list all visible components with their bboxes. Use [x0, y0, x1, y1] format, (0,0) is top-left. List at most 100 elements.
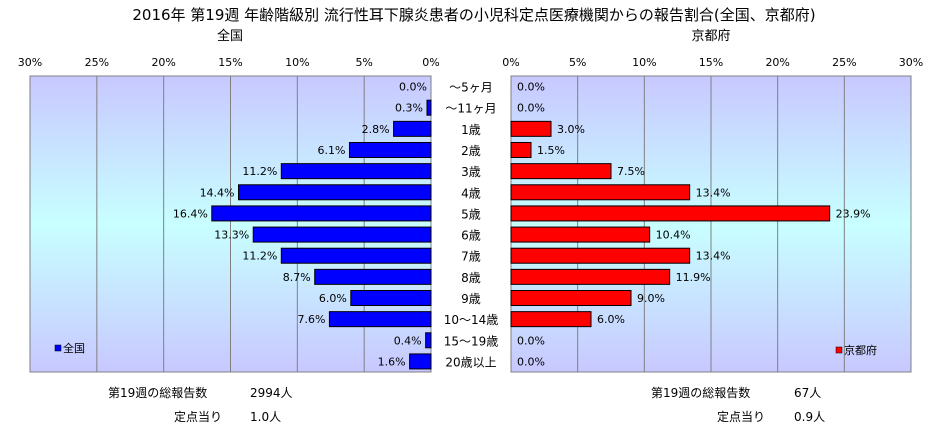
- chart-title: 2016年 第19週 年齢階級別 流行性耳下腺炎患者の小児科定点医療機関からの報…: [132, 6, 815, 24]
- national-bar: [350, 290, 432, 306]
- left-x-tick-label: 15%: [218, 56, 242, 69]
- right-x-tick-label: 0%: [502, 56, 519, 69]
- kyoto-data-label: 0.0%: [517, 102, 545, 115]
- national-data-label: 0.3%: [395, 102, 423, 115]
- kyoto-data-label: 7.5%: [617, 165, 645, 178]
- kyoto-data-label: 13.4%: [696, 250, 731, 263]
- kyoto-data-label: 10.4%: [656, 229, 691, 242]
- right-x-tick-label: 15%: [699, 56, 723, 69]
- kyoto-legend-label: 京都府: [844, 343, 877, 357]
- left-panel-title: 全国: [217, 28, 243, 44]
- kyoto-data-label: 6.0%: [597, 313, 625, 326]
- category-label: 8歳: [461, 271, 481, 285]
- kyoto-bar: [510, 290, 632, 306]
- national-per-value: 1.0人: [250, 410, 281, 424]
- kyoto-bar: [510, 205, 831, 222]
- kyoto-per-label: 定点当り: [717, 409, 765, 424]
- left-x-tick-label: 5%: [355, 56, 372, 69]
- kyoto-data-label: 0.0%: [517, 81, 545, 94]
- kyoto-bar: [510, 268, 671, 285]
- kyoto-summary: 第19週の総報告数 67人 定点当り 0.9人: [651, 385, 825, 424]
- national-data-label: 6.0%: [319, 292, 347, 305]
- kyoto-data-label: 0.0%: [517, 355, 545, 368]
- category-label: ～11ヶ月: [445, 102, 496, 116]
- kyoto-data-label: 13.4%: [696, 186, 731, 199]
- category-label: 2歳: [461, 144, 481, 158]
- right-x-tick-label: 25%: [832, 56, 856, 69]
- category-label: 1歳: [461, 123, 481, 137]
- national-series: 0.0% 0.3% 2.8% 6.1% 11.2% 14.4% 16.4% 13.3% 11.2…: [173, 81, 432, 370]
- right-x-tick-label: 10%: [632, 56, 656, 69]
- kyoto-data-label: 0.0%: [517, 334, 545, 347]
- kyoto-data-label: 11.9%: [676, 271, 711, 284]
- national-bar: [426, 99, 432, 116]
- national-bar: [280, 247, 432, 264]
- kyoto-legend-swatch: [835, 346, 843, 354]
- category-label: ～5ヶ月: [449, 81, 493, 95]
- national-bar: [425, 332, 432, 349]
- left-x-tick-label: 30%: [18, 56, 42, 69]
- category-label: 7歳: [461, 250, 481, 264]
- kyoto-data-label: 3.0%: [557, 123, 585, 136]
- kyoto-series: 0.0% 0.0% 3.0% 1.5% 7.5% 13.4% 23.9% 10.4% 13.4%…: [510, 81, 871, 368]
- national-bar: [314, 268, 432, 285]
- category-label: 3歳: [461, 165, 481, 179]
- national-legend-swatch: [54, 344, 62, 352]
- national-data-label: 0.4%: [394, 334, 422, 347]
- national-bar: [348, 142, 432, 158]
- right-x-axis: 0% 5% 10% 15% 20% 25% 30%: [502, 56, 923, 69]
- left-x-tick-label: 10%: [285, 56, 309, 69]
- category-labels: ～5ヶ月 ～11ヶ月 1歳 2歳 3歳 4歳 5歳 6歳 7歳 8歳 9歳 10～14歳 15～19歳 2…: [444, 81, 499, 370]
- national-total-value: 2994人: [250, 386, 293, 400]
- kyoto-bar: [510, 184, 691, 201]
- kyoto-bar: [510, 120, 552, 137]
- category-label: 10～14歳: [444, 313, 499, 327]
- national-data-label: 11.2%: [242, 250, 277, 263]
- category-label: 20歳以上: [445, 355, 496, 369]
- kyoto-total-value: 67人: [794, 386, 821, 400]
- national-data-label: 0.0%: [399, 81, 427, 94]
- kyoto-bar: [510, 247, 691, 264]
- right-x-tick-label: 20%: [765, 56, 789, 69]
- national-data-label: 16.4%: [173, 207, 208, 220]
- national-total-label: 第19週の総報告数: [108, 385, 207, 400]
- right-panel-title: 京都府: [691, 29, 730, 44]
- national-data-label: 8.7%: [283, 271, 311, 284]
- right-x-tick-label: 30%: [899, 56, 923, 69]
- right-x-tick-label: 5%: [569, 56, 586, 69]
- national-data-label: 14.4%: [200, 186, 235, 199]
- category-label: 4歳: [461, 186, 481, 200]
- national-bar: [393, 120, 432, 137]
- national-data-label: 1.6%: [378, 355, 406, 368]
- national-data-label: 2.8%: [362, 123, 390, 136]
- national-bar: [238, 184, 432, 201]
- national-data-label: 13.3%: [214, 229, 249, 242]
- national-bar: [252, 226, 432, 243]
- national-bar: [211, 205, 432, 222]
- category-label: 6歳: [461, 229, 481, 243]
- kyoto-bar: [510, 311, 592, 328]
- national-bar: [409, 353, 432, 370]
- national-summary: 第19週の総報告数 2994人 定点当り 1.0人: [108, 385, 293, 424]
- national-data-label: 11.2%: [242, 165, 277, 178]
- national-bar: [328, 311, 432, 328]
- kyoto-bar: [510, 142, 532, 158]
- category-label: 5歳: [461, 207, 481, 221]
- left-x-tick-label: 20%: [151, 56, 175, 69]
- grid-lines: [96, 76, 845, 372]
- left-x-tick-label: 25%: [85, 56, 109, 69]
- left-x-axis: 0% 5% 10% 15% 20% 25% 30%: [18, 56, 440, 69]
- kyoto-data-label: 1.5%: [537, 144, 565, 157]
- category-label: 15～19歳: [444, 334, 499, 348]
- national-per-label: 定点当り: [174, 409, 222, 424]
- kyoto-legend: 京都府: [835, 343, 877, 357]
- national-data-label: 7.6%: [297, 313, 325, 326]
- kyoto-per-value: 0.9人: [794, 410, 825, 424]
- category-label: 9歳: [461, 292, 481, 306]
- national-data-label: 6.1%: [318, 144, 346, 157]
- national-legend: 全国: [54, 341, 85, 355]
- left-x-tick-label: 0%: [422, 56, 439, 69]
- kyoto-total-label: 第19週の総報告数: [651, 385, 750, 400]
- kyoto-data-label: 9.0%: [637, 292, 665, 305]
